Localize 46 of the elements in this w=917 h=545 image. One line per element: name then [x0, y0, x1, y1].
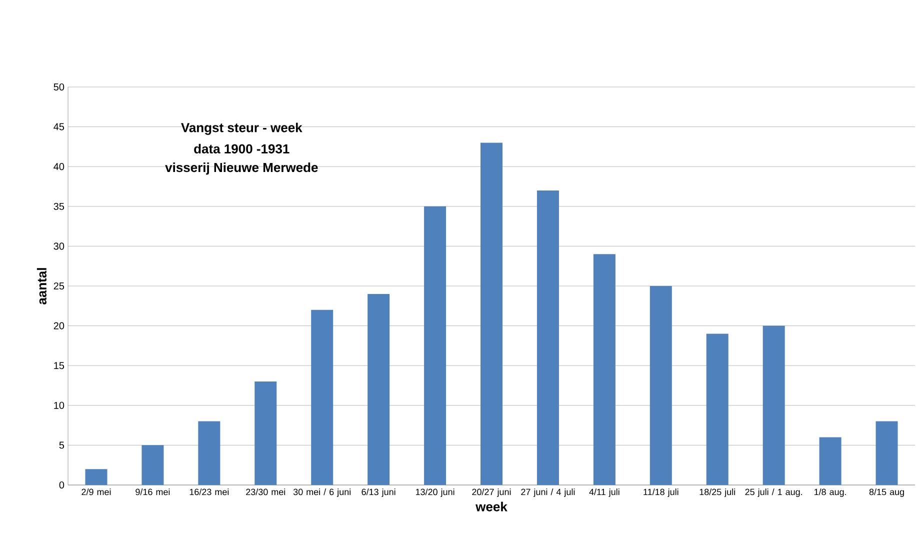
x-tick-label: 27 juni / 4 juli	[521, 488, 575, 497]
y-tick-label: 25	[54, 282, 64, 290]
x-tick-label: 20/27 juni	[472, 488, 511, 497]
x-tick-label: 4/11 juli	[589, 488, 620, 497]
x-tick-label: 9/16 mei	[136, 488, 170, 496]
bar	[85, 469, 108, 485]
x-tick-label: 23/30 mei	[246, 488, 286, 496]
x-tick-label: 2/9 mei	[82, 488, 111, 496]
x-tick-label: 18/25 juli	[700, 488, 736, 497]
bar	[650, 286, 672, 485]
bar	[593, 254, 616, 485]
bar	[819, 437, 842, 485]
bar	[254, 382, 277, 485]
bar	[198, 421, 220, 485]
x-tick-label: 30 mei / 6 juni	[293, 488, 351, 497]
y-tick-label: 50	[54, 83, 64, 91]
bar	[706, 334, 728, 485]
bar	[311, 310, 334, 485]
x-tick-label: 13/20 juni	[416, 488, 454, 497]
x-tick-label: 1/8 aug.	[814, 488, 846, 497]
bar	[142, 445, 164, 485]
y-tick-label: 5	[59, 442, 64, 449]
y-tick-label: 20	[54, 322, 64, 330]
y-axis-title: aantal	[36, 268, 46, 304]
y-tick-label: 45	[54, 123, 64, 130]
text: data 1900 -1931	[194, 144, 290, 154]
y-tick-label: 35	[54, 202, 64, 210]
x-tick-label: 16/23 mei	[190, 488, 229, 496]
x-axis-title: week	[476, 502, 508, 512]
bar	[762, 326, 785, 485]
x-tick-label: 25 juli / 1 aug.	[745, 488, 802, 497]
y-tick-label: 15	[54, 362, 64, 370]
annotation: visserij Nieuwe Merwede	[165, 162, 318, 175]
bar	[480, 142, 503, 485]
bar	[368, 294, 390, 485]
y-tick-label: 0	[59, 481, 64, 489]
y-tick-label: 40	[54, 163, 64, 170]
bar	[536, 190, 559, 485]
x-tick-label: 8/15 aug	[869, 488, 904, 497]
bar	[876, 421, 898, 485]
y-tick-label: 10	[54, 402, 64, 409]
text: Vangst steur - week	[181, 122, 302, 135]
bar	[424, 206, 446, 485]
y-tick-label: 30	[54, 242, 64, 250]
x-tick-label: 6/13 juni	[362, 488, 396, 497]
x-tick-label: 11/18 juli	[644, 488, 678, 497]
